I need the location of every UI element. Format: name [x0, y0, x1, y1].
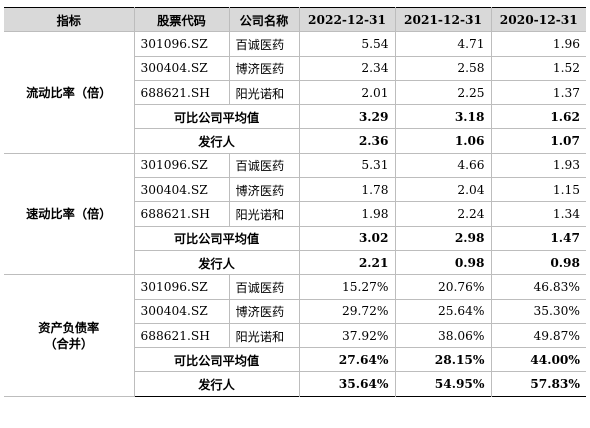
company-name-cell: 博济医药 — [228, 298, 300, 324]
value-cell: 1.93 — [490, 152, 586, 179]
financial-ratio-table: 指标 股票代码 公司名称 2022-12-31 2021-12-31 2020-… — [4, 7, 586, 397]
average-value: 1.47 — [490, 225, 586, 251]
indicator-line: 资产负债率 — [38, 320, 100, 335]
stock-code-cell: 301096.SZ — [133, 152, 230, 179]
indicator-cell: 速动比率（倍） — [4, 152, 135, 276]
value-cell: 2.34 — [298, 55, 396, 81]
value-cell: 1.15 — [490, 177, 586, 203]
company-name-cell: 百诚医药 — [228, 152, 300, 179]
company-name-cell: 阳光诺和 — [228, 201, 300, 227]
value-cell: 15.27% — [298, 274, 396, 300]
table-row: 688621.SH 阳光诺和 1.98 2.24 1.34 — [4, 201, 586, 227]
indicator-line: （合并） — [44, 336, 94, 351]
header-year: 2021-12-31 — [394, 7, 492, 33]
table-row: 300404.SZ 博济医药 29.72% 25.64% 35.30% — [4, 298, 586, 324]
issuer-value: 1.06 — [394, 128, 492, 154]
value-cell: 1.34 — [490, 201, 586, 227]
company-name-cell: 百诚医药 — [228, 274, 300, 300]
issuer-value: 2.21 — [298, 249, 396, 276]
header-year: 2022-12-31 — [298, 7, 396, 33]
value-cell: 5.54 — [298, 31, 396, 57]
value-cell: 25.64% — [394, 298, 492, 324]
issuer-label: 发行人 — [134, 249, 300, 276]
value-cell: 2.25 — [394, 79, 492, 106]
table-row: 300404.SZ 博济医药 1.78 2.04 1.15 — [4, 177, 586, 203]
issuer-value: 2.36 — [298, 128, 396, 154]
value-cell: 29.72% — [298, 298, 396, 324]
header-row: 指标 股票代码 公司名称 2022-12-31 2021-12-31 2020-… — [4, 7, 586, 33]
value-cell: 20.76% — [394, 274, 492, 300]
average-value: 27.64% — [298, 347, 396, 373]
average-value: 3.18 — [394, 104, 492, 130]
indicator-cell: 流动比率（倍） — [4, 31, 135, 154]
table-row: 688621.SH 阳光诺和 2.01 2.25 1.37 — [4, 79, 586, 106]
issuer-label: 发行人 — [134, 128, 300, 154]
value-cell: 5.31 — [298, 152, 396, 179]
stock-code-cell: 688621.SH — [134, 201, 230, 227]
average-label: 可比公司平均值 — [134, 225, 300, 251]
issuer-value: 54.95% — [394, 371, 492, 397]
issuer-row: 发行人 35.64% 54.95% 57.83% — [4, 371, 586, 397]
value-cell: 1.96 — [490, 31, 586, 57]
value-cell: 2.04 — [394, 177, 492, 203]
stock-code-cell: 300404.SZ — [134, 177, 230, 203]
stock-code-cell: 688621.SH — [134, 79, 230, 106]
value-cell: 37.92% — [298, 322, 396, 349]
value-cell: 1.52 — [490, 55, 586, 81]
stock-code-cell: 300404.SZ — [134, 298, 230, 324]
header-company-name: 公司名称 — [228, 7, 300, 33]
stock-code-cell: 301096.SZ — [133, 274, 230, 300]
value-cell: 46.83% — [490, 274, 586, 300]
company-name-cell: 博济医药 — [228, 177, 300, 203]
issuer-value: 57.83% — [490, 371, 586, 397]
value-cell: 1.98 — [298, 201, 396, 227]
stock-code-cell: 688621.SH — [134, 322, 230, 349]
value-cell: 49.87% — [490, 322, 586, 349]
company-name-cell: 百诚医药 — [228, 31, 300, 57]
company-name-cell: 博济医药 — [228, 55, 300, 81]
value-cell: 4.66 — [394, 152, 492, 179]
header-stock-code: 股票代码 — [133, 7, 230, 33]
issuer-value: 1.07 — [490, 128, 586, 154]
table-row: 速动比率（倍） 301096.SZ 百诚医药 5.31 4.66 1.93 — [4, 152, 586, 276]
average-value: 3.29 — [298, 104, 396, 130]
value-cell: 1.37 — [490, 79, 586, 106]
average-value: 3.02 — [298, 225, 396, 251]
value-cell: 35.30% — [490, 298, 586, 324]
value-cell: 2.01 — [298, 79, 396, 106]
average-label: 可比公司平均值 — [134, 104, 300, 130]
average-value: 1.62 — [490, 104, 586, 130]
issuer-value: 0.98 — [394, 249, 492, 276]
issuer-value: 35.64% — [298, 371, 396, 397]
value-cell: 38.06% — [394, 322, 492, 349]
company-name-cell: 阳光诺和 — [228, 322, 300, 349]
value-cell: 1.78 — [298, 177, 396, 203]
average-value: 2.98 — [394, 225, 492, 251]
header-year: 2020-12-31 — [490, 7, 586, 33]
table-row: 资产负债率 （合并） 301096.SZ 百诚医药 15.27% 20.76% … — [4, 274, 586, 397]
table-row: 流动比率（倍） 301096.SZ 百诚医药 5.54 4.71 1.96 — [4, 31, 586, 154]
issuer-label: 发行人 — [134, 371, 300, 397]
stock-code-cell: 300404.SZ — [134, 55, 230, 81]
table-row: 688621.SH 阳光诺和 37.92% 38.06% 49.87% — [4, 322, 586, 349]
value-cell: 4.71 — [394, 31, 492, 57]
header-indicator: 指标 — [4, 7, 135, 33]
value-cell: 2.58 — [394, 55, 492, 81]
average-value: 44.00% — [490, 347, 586, 373]
average-row: 可比公司平均值 3.29 3.18 1.62 — [4, 104, 586, 130]
issuer-row: 发行人 2.36 1.06 1.07 — [4, 128, 586, 154]
issuer-value: 0.98 — [490, 249, 586, 276]
average-label: 可比公司平均值 — [134, 347, 300, 373]
average-row: 可比公司平均值 27.64% 28.15% 44.00% — [4, 347, 586, 373]
table-row: 300404.SZ 博济医药 2.34 2.58 1.52 — [4, 55, 586, 81]
value-cell: 2.24 — [394, 201, 492, 227]
issuer-row: 发行人 2.21 0.98 0.98 — [4, 249, 586, 276]
indicator-cell: 资产负债率 （合并） — [4, 274, 135, 397]
stock-code-cell: 301096.SZ — [133, 31, 230, 57]
average-value: 28.15% — [394, 347, 492, 373]
company-name-cell: 阳光诺和 — [228, 79, 300, 106]
